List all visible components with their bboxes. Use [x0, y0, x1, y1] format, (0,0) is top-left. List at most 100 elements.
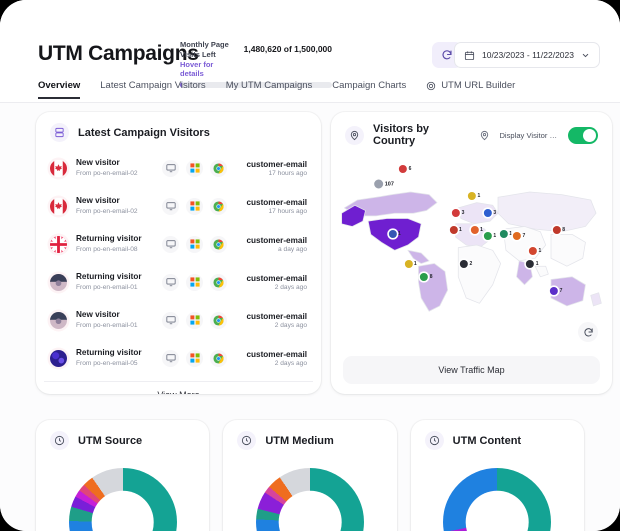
- visitor-time: a day ago: [278, 245, 307, 253]
- tab-campaign-charts[interactable]: Campaign Charts: [332, 80, 406, 99]
- map-marker-count: 1: [477, 192, 481, 199]
- visitor-pins-icon: [481, 130, 489, 140]
- visitor-row[interactable]: New visitor From po-en-email-02 customer-e…: [44, 187, 313, 225]
- tab-latest-campaign-visitors[interactable]: Latest Campaign Visitors: [100, 80, 205, 99]
- world-map-graphic: [341, 191, 602, 312]
- map-marker[interactable]: 1: [388, 229, 401, 238]
- date-range-picker[interactable]: 10/23/2023 - 11/22/2023: [453, 42, 600, 68]
- toggle-knob: [583, 128, 596, 142]
- map-marker-count: 1: [509, 230, 513, 237]
- visitor-info: New visitor From po-en-email-01: [76, 310, 158, 330]
- map-marker-count: 7: [522, 232, 526, 239]
- desktop-icon: [162, 235, 179, 253]
- map-marker-dot: [470, 225, 479, 234]
- map-marker[interactable]: 1: [449, 225, 462, 234]
- utm-chart-card: UTM Content: [410, 420, 584, 531]
- map-marker[interactable]: 1: [499, 229, 513, 238]
- map-marker[interactable]: 1: [404, 260, 417, 268]
- visitor-info: Returning visitor From po-en-email-05: [76, 348, 158, 368]
- tab-utm-url-builder[interactable]: UTM URL Builder: [426, 80, 515, 99]
- donut-chart[interactable]: [68, 468, 177, 531]
- visitor-type: New visitor: [76, 195, 120, 205]
- visitor-row[interactable]: New visitor From po-en-email-02 customer-e…: [44, 149, 313, 187]
- display-visitor-pins-toggle[interactable]: [568, 126, 598, 144]
- visitor-row[interactable]: Returning visitor From po-en-email-05 cust…: [44, 339, 313, 377]
- map-marker[interactable]: 1: [528, 246, 541, 255]
- visitor-meta: customer-email 2 days ago: [246, 312, 307, 329]
- map-marker[interactable]: 7: [550, 286, 562, 295]
- map-marker[interactable]: 1: [526, 260, 539, 268]
- windows-icon: [186, 235, 203, 253]
- visitor-tech-icons: [162, 311, 227, 329]
- map-marker[interactable]: 3: [452, 208, 464, 217]
- visitor-tech-icons: [162, 235, 227, 253]
- map-refresh-button[interactable]: [578, 322, 598, 342]
- map-marker-count: 1: [535, 261, 539, 267]
- visitor-row[interactable]: Returning visitor From po-en-email-08 cust…: [44, 225, 313, 263]
- date-range-value: 10/23/2023 - 11/22/2023: [481, 50, 574, 60]
- map-marker[interactable]: 8: [420, 273, 433, 282]
- chrome-icon: [210, 311, 227, 329]
- windows-icon: [186, 311, 203, 329]
- map-marker[interactable]: 7: [513, 231, 526, 240]
- donut-chart[interactable]: [443, 468, 552, 531]
- map-marker[interactable]: 1: [470, 225, 483, 234]
- map-marker-dot: [550, 286, 559, 295]
- visitors-card-title: Latest Campaign Visitors: [78, 126, 210, 139]
- chart-card-header: UTM Source: [36, 420, 209, 457]
- clock-icon: [50, 431, 69, 450]
- tab-utm-url-builder-label: UTM URL Builder: [441, 80, 516, 91]
- map-marker[interactable]: 107: [374, 179, 394, 189]
- utm-charts-row: UTM Source UTM Medium UTM Content: [36, 420, 584, 531]
- map-marker[interactable]: 3: [483, 208, 496, 217]
- visitor-time: 17 hours ago: [268, 207, 308, 215]
- quota-hover-hint[interactable]: Hover for details: [180, 60, 214, 79]
- map-marker[interactable]: 6: [399, 165, 411, 173]
- visitor-time: 17 hours ago: [268, 169, 308, 177]
- map-marker[interactable]: 1: [483, 231, 496, 240]
- map-marker-count: 1: [413, 261, 417, 267]
- tab-my-utm-campaigns-label: My UTM Campaigns: [225, 80, 313, 91]
- chart-card-header: UTM Medium: [223, 420, 396, 457]
- map-marker[interactable]: 8: [552, 225, 565, 234]
- map-marker[interactable]: 2: [460, 260, 472, 268]
- chart-card-title: UTM Source: [78, 434, 143, 447]
- map-marker-count: 1: [398, 230, 401, 237]
- visitor-meta: customer-email 2 days ago: [246, 274, 307, 291]
- view-traffic-map-button[interactable]: View Traffic Map: [343, 356, 600, 384]
- tab-bar: Overview Latest Campaign Visitors My UTM…: [38, 80, 515, 99]
- map-marker[interactable]: 1: [468, 191, 481, 200]
- chart-card-title: UTM Medium: [265, 434, 334, 447]
- display-visitor-pins-label: Display Visitor Pi...: [499, 130, 559, 140]
- visitor-type: Returning visitor: [76, 233, 142, 243]
- world-map[interactable]: 107 6 1 1 8 2 3 1 3 1 1 1 1 7 8 1 1 7: [339, 150, 604, 340]
- windows-icon: [186, 349, 203, 367]
- visitors-card-header: Latest Campaign Visitors: [36, 112, 321, 149]
- tab-my-utm-campaigns[interactable]: My UTM Campaigns: [226, 80, 313, 99]
- quota-count: 1,480,620 of 1,500,000: [243, 44, 332, 54]
- chrome-icon: [210, 273, 227, 291]
- utm-chart-card: UTM Medium: [223, 420, 397, 531]
- map-card-header: Visitors by Country Display Visitor Pi..…: [331, 112, 612, 154]
- view-more-button[interactable]: View More: [44, 381, 313, 394]
- visitor-row[interactable]: Returning visitor From po-en-email-01 cust…: [44, 263, 313, 301]
- map-marker-dot: [388, 229, 397, 238]
- desktop-icon: [162, 159, 179, 177]
- chrome-icon: [210, 159, 227, 177]
- utm-chart-card: UTM Source: [36, 420, 210, 531]
- country-flag-icon: [50, 197, 67, 215]
- desktop-icon: [162, 273, 179, 291]
- donut-chart[interactable]: [255, 468, 364, 531]
- tab-overview[interactable]: Overview: [38, 80, 81, 99]
- map-marker-dot: [513, 231, 522, 240]
- desktop-icon: [162, 311, 179, 329]
- clock-icon: [424, 431, 444, 450]
- chrome-icon: [210, 349, 227, 367]
- map-marker-dot: [483, 231, 492, 240]
- map-marker-count: 1: [458, 226, 462, 233]
- visitor-tech-icons: [162, 349, 227, 367]
- visitor-row[interactable]: New visitor From po-en-email-01 customer-e…: [44, 301, 313, 339]
- map-marker-count: 1: [480, 226, 483, 233]
- quota-progress-fill: [180, 82, 183, 89]
- visitor-time: 2 days ago: [274, 321, 307, 329]
